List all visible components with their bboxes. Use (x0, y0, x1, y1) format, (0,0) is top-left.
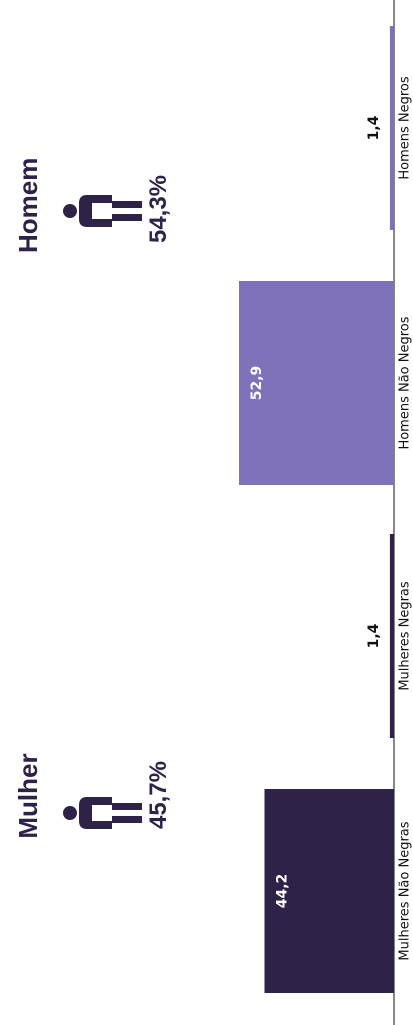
value-label-2: 52,9 (249, 366, 265, 401)
bar-1 (389, 534, 394, 738)
category-label-2: Homens Não Negros (398, 316, 413, 449)
category-label-3: Homens Negros (398, 76, 413, 180)
group-title-homem: Homem (13, 157, 43, 253)
person-icon (63, 797, 142, 829)
bar-2 (239, 281, 394, 485)
group-percent-mulher: 45,7% (145, 760, 172, 830)
person-icon (63, 195, 142, 227)
value-label-0: 44,2 (274, 874, 290, 909)
value-label-1: 1,4 (366, 623, 382, 648)
bar-0 (264, 789, 394, 993)
group-percent-homem: 54,3% (145, 174, 172, 244)
bar-3 (389, 26, 394, 230)
group-title-mulher: Mulher (13, 753, 43, 839)
value-label-3: 1,4 (366, 115, 382, 140)
category-label-1: Mulheres Negras (398, 581, 413, 691)
category-label-0: Mulheres Não Negras (398, 821, 413, 960)
